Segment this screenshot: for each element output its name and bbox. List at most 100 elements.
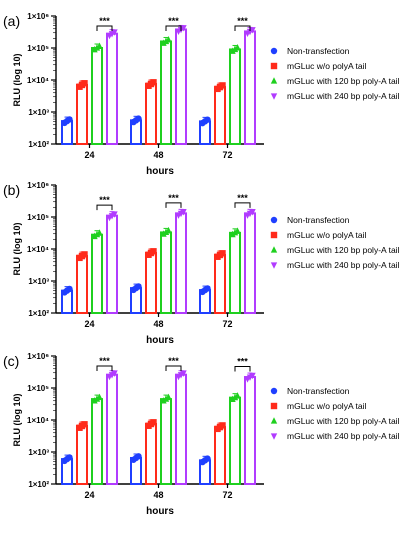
data-point	[219, 422, 226, 429]
y-tick-label: 1×10⁶	[27, 12, 49, 21]
legend-marker	[270, 402, 278, 410]
data-point	[219, 250, 226, 257]
significance-label: ***	[168, 193, 179, 203]
significance-label: ***	[168, 16, 179, 26]
bar	[214, 253, 226, 314]
data-point	[165, 226, 172, 234]
bar	[145, 82, 157, 145]
panel-label: (b)	[3, 182, 20, 198]
bar	[175, 212, 187, 314]
panel-label: (a)	[3, 13, 20, 29]
bar	[91, 47, 103, 145]
y-tick-label: 1×10⁶	[27, 181, 49, 190]
bar	[175, 373, 187, 485]
significance-bracket	[96, 365, 113, 371]
legend-label: mGLuc w/o polyA tail	[287, 230, 366, 240]
panel-label: (c)	[3, 353, 19, 369]
y-tick-label: 1×10³	[28, 448, 49, 457]
significance-bracket	[165, 202, 182, 208]
significance-label: ***	[99, 356, 110, 366]
data-point	[81, 421, 88, 428]
legend-label: mGLuc with 120 bp poly-A tail	[287, 416, 400, 426]
data-point	[66, 454, 73, 461]
data-point	[135, 115, 142, 122]
legend-marker	[270, 93, 278, 100]
data-point	[180, 209, 187, 216]
legend-label: Non-transfection	[287, 215, 350, 225]
data-point	[234, 43, 241, 51]
y-tick-label: 1×10⁴	[27, 416, 49, 425]
significance-bracket	[234, 25, 251, 31]
significance-label: ***	[99, 16, 110, 26]
data-point	[135, 453, 142, 460]
bar	[244, 376, 256, 486]
significance-bracket	[234, 202, 251, 208]
bar	[229, 231, 241, 315]
data-point	[93, 395, 101, 402]
data-point	[249, 27, 256, 34]
bar	[229, 48, 241, 145]
significance-label: ***	[237, 193, 248, 203]
x-tick-label: 72	[222, 490, 232, 500]
legend-marker	[270, 77, 278, 84]
data-point	[231, 45, 239, 53]
significance-label: ***	[237, 357, 248, 367]
data-point	[150, 248, 157, 255]
data-point	[249, 372, 256, 380]
data-point	[234, 227, 241, 234]
bar	[160, 398, 172, 485]
data-point	[91, 45, 98, 53]
y-tick-label: 1×10⁶	[27, 352, 49, 361]
data-point	[150, 419, 157, 426]
legend-marker	[270, 262, 278, 269]
data-point	[66, 116, 73, 123]
bar	[214, 86, 226, 145]
data-point	[165, 393, 172, 400]
x-tick-label: 24	[84, 150, 94, 160]
legend-label: mGLuc with 240 bp poly-A tail	[287, 91, 400, 101]
legend-label: mGLuc w/o polyA tail	[287, 61, 366, 71]
data-point	[91, 232, 98, 240]
y-tick-label: 1×10⁴	[27, 245, 49, 254]
data-point	[81, 251, 88, 258]
significance-label: ***	[99, 195, 110, 205]
significance-bracket	[234, 366, 251, 372]
legend-label: mGLuc with 120 bp poly-A tail	[287, 76, 400, 86]
data-point	[162, 37, 170, 45]
significance-label: ***	[237, 16, 248, 26]
data-point	[91, 397, 98, 404]
legend-marker	[270, 433, 278, 440]
x-tick-label: 48	[153, 150, 163, 160]
x-axis-label: hours	[146, 166, 174, 177]
legend-label: mGLuc w/o polyA tail	[287, 401, 366, 411]
x-tick-label: 48	[153, 319, 163, 329]
data-point	[93, 44, 101, 51]
bar	[175, 28, 187, 146]
data-point	[111, 211, 118, 218]
y-tick-label: 1×10⁵	[27, 44, 49, 53]
x-axis-label: hours	[146, 335, 174, 346]
data-point	[93, 230, 101, 238]
data-point	[96, 42, 103, 49]
data-point	[219, 82, 226, 89]
significance-label: ***	[168, 356, 179, 366]
y-tick-label: 1×10²	[28, 309, 49, 318]
data-point	[162, 395, 170, 402]
legend-label: mGLuc with 240 bp poly-A tail	[287, 431, 400, 441]
significance-bracket	[165, 25, 182, 31]
x-tick-label: 24	[84, 319, 94, 329]
bar	[91, 233, 103, 315]
data-point	[160, 230, 167, 237]
data-point	[160, 39, 167, 46]
y-tick-label: 1×10³	[28, 277, 49, 286]
bar	[244, 30, 256, 145]
data-point	[231, 393, 239, 401]
significance-bracket	[96, 204, 113, 211]
x-tick-label: 24	[84, 490, 94, 500]
legend-label: mGLuc with 240 bp poly-A tail	[287, 260, 400, 270]
data-point	[150, 79, 157, 86]
bar	[76, 83, 88, 145]
y-tick-label: 1×10²	[28, 140, 49, 149]
bar	[145, 422, 157, 486]
